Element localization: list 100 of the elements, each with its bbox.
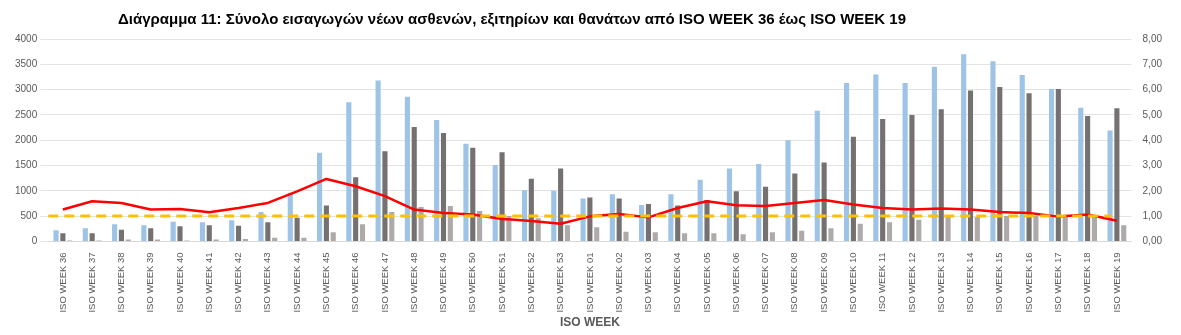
bar [785, 140, 791, 241]
bar [492, 165, 498, 241]
bar [799, 230, 805, 241]
bar [317, 152, 323, 241]
bar [580, 198, 586, 241]
x-tick-label: ISO WEEK 15 [993, 252, 1005, 313]
y-tick-label: 0 [31, 235, 38, 247]
bar [141, 225, 147, 241]
chart-title: Διάγραμμα 11: Σύνολο εισαγωγών νέων ασθενών, εξιτηρίων και θανάτων από ISO WEEK 36 έως ISO WEEK 19 [117, 9, 908, 29]
bar [668, 194, 674, 241]
bar [769, 232, 775, 241]
bar [616, 198, 622, 241]
bar [850, 136, 856, 241]
x-tick-label: ISO WEEK 11 [876, 252, 888, 312]
bar [375, 80, 381, 241]
bar [1107, 130, 1113, 241]
bar [521, 190, 528, 241]
bar [733, 191, 739, 241]
x-tick-label: ISO WEEK 05 [700, 252, 712, 313]
x-tick-label: ISO WEEK 18 [1081, 252, 1093, 313]
bar [756, 163, 762, 241]
x-tick-label: ISO WEEK 19 [1110, 252, 1122, 313]
bar [53, 230, 59, 241]
bar [961, 54, 967, 241]
bar [697, 179, 703, 241]
bar [118, 229, 124, 241]
bar [873, 74, 879, 241]
bar [1033, 215, 1039, 241]
x-tick-label: ISO WEEK 42 [232, 252, 244, 313]
bar [463, 143, 469, 241]
bar [821, 162, 827, 241]
y-tick-label: 3500 [15, 58, 38, 70]
bar [359, 224, 366, 241]
y2-tick-label: 6,00 [1142, 83, 1163, 95]
y-tick-label: 500 [20, 209, 38, 221]
bar [682, 233, 688, 241]
bar [902, 83, 908, 241]
x-tick-label: ISO WEEK 12 [905, 252, 917, 313]
x-tick-label: ISO WEEK 49 [437, 252, 449, 313]
x-tick-label: ISO WEEK 47 [378, 252, 390, 313]
x-tick-label: ISO WEEK 37 [85, 252, 97, 313]
bar [170, 221, 176, 241]
bar [294, 217, 300, 241]
bar [639, 204, 645, 241]
bar [1048, 89, 1055, 241]
bar [551, 190, 557, 241]
y-tick-label: 3000 [15, 83, 38, 95]
x-tick-label: ISO WEEK 07 [759, 252, 771, 313]
y-tick-label: 1000 [15, 184, 38, 196]
x-tick-label: ISO WEEK 02 [612, 252, 624, 313]
x-tick-label: ISO WEEK 43 [261, 252, 273, 313]
y2-tick-label: 8,00 [1142, 32, 1163, 44]
bar [587, 197, 593, 241]
bar [1004, 216, 1010, 241]
x-tick-label: ISO WEEK 13 [934, 252, 946, 313]
bar [564, 225, 571, 241]
bar [112, 224, 118, 241]
bar [434, 119, 440, 241]
bar [938, 109, 944, 241]
bar [1062, 216, 1068, 241]
x-tick-label: ISO WEEK 03 [642, 252, 654, 313]
y2-tick-label: 5,00 [1142, 108, 1163, 120]
bar [404, 96, 410, 241]
bar [1078, 107, 1084, 241]
bar [558, 168, 564, 241]
x-tick-label: ISO WEEK 39 [144, 252, 156, 313]
y-tick-label: 2000 [15, 133, 38, 145]
x-tick-label: ISO WEEK 01 [583, 252, 595, 313]
bar [242, 238, 248, 241]
bar [931, 66, 937, 241]
bar [623, 231, 629, 241]
x-tick-label: ISO WEEK 10 [847, 252, 859, 313]
bar [272, 237, 278, 241]
x-tick-label: ISO WEEK 46 [349, 252, 361, 313]
bar [1121, 225, 1127, 241]
bar [997, 87, 1003, 241]
x-tick-label: ISO WEEK 38 [115, 252, 127, 313]
x-tick-label: ISO WEEK 50 [466, 252, 478, 313]
bar [199, 222, 206, 241]
y-tick-label: 1500 [15, 159, 38, 171]
bar [792, 173, 798, 241]
x-tick-label: ISO WEEK 45 [320, 252, 332, 313]
y2-tick-label: 4,00 [1142, 133, 1163, 145]
bar [470, 147, 476, 241]
bar [916, 219, 922, 241]
bar [89, 233, 95, 241]
bar [880, 118, 886, 241]
y2-tick-label: 7,00 [1142, 58, 1163, 70]
bar [857, 223, 863, 241]
bar [411, 127, 417, 241]
bar [945, 217, 951, 241]
bar [886, 222, 893, 241]
bar [1091, 216, 1098, 241]
y2-tick-label: 1,00 [1142, 209, 1163, 221]
x-tick-label: ISO WEEK 48 [407, 252, 419, 313]
bar [206, 225, 212, 241]
bar [229, 220, 235, 241]
bar [990, 61, 996, 241]
y2-tick-label: 0,00 [1142, 235, 1163, 247]
x-tick-label: ISO WEEK 14 [964, 252, 976, 313]
